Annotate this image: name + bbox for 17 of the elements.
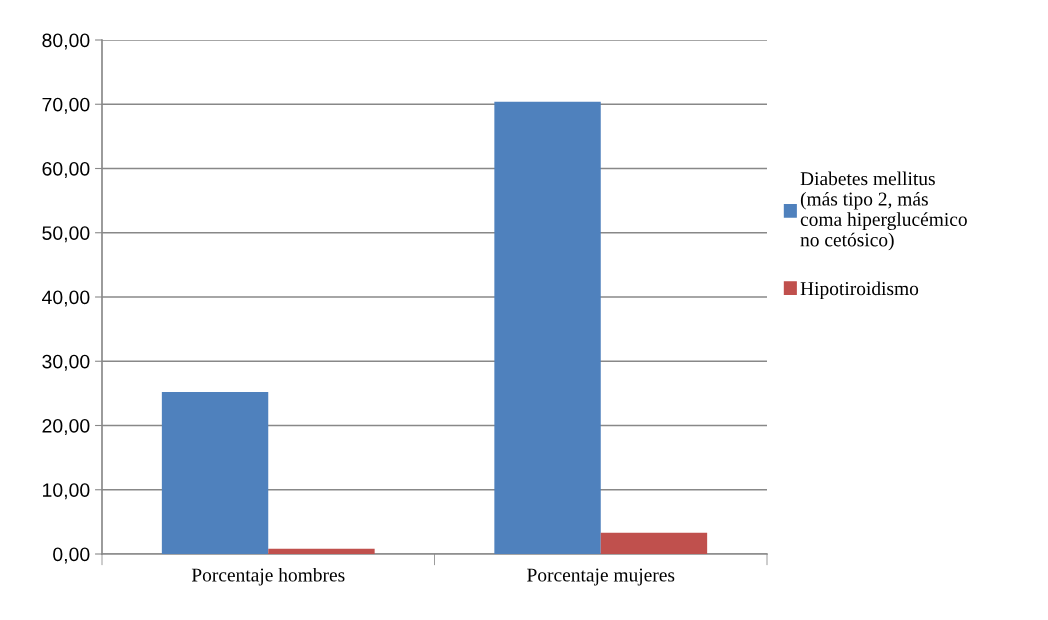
- x-tick-label: Porcentaje mujeres: [527, 568, 675, 586]
- y-tick-label: 70,00: [42, 97, 90, 114]
- y-tick-label: 10,00: [43, 483, 90, 500]
- y-tick-label: 20,00: [42, 418, 90, 436]
- y-tick-label: 30,00: [42, 354, 90, 371]
- legend-label: Hipotiroidismo: [800, 281, 919, 300]
- legend-label: Diabetes mellitus (más tipo 2, más coma hiperglucémico no cetósico): [800, 171, 967, 251]
- y-tick-label: 60,00: [42, 161, 90, 179]
- y-tick-label: 0,00: [53, 547, 90, 564]
- x-tick-label: Porcentaje hombres: [191, 567, 345, 586]
- bar: [600, 532, 708, 554]
- y-tick-label: 80,00: [42, 33, 90, 50]
- bar: [494, 101, 601, 554]
- y-tick-label: 40,00: [41, 290, 90, 307]
- bar: [268, 548, 375, 554]
- y-tick-label: 50,00: [42, 226, 90, 243]
- bar: [161, 392, 269, 554]
